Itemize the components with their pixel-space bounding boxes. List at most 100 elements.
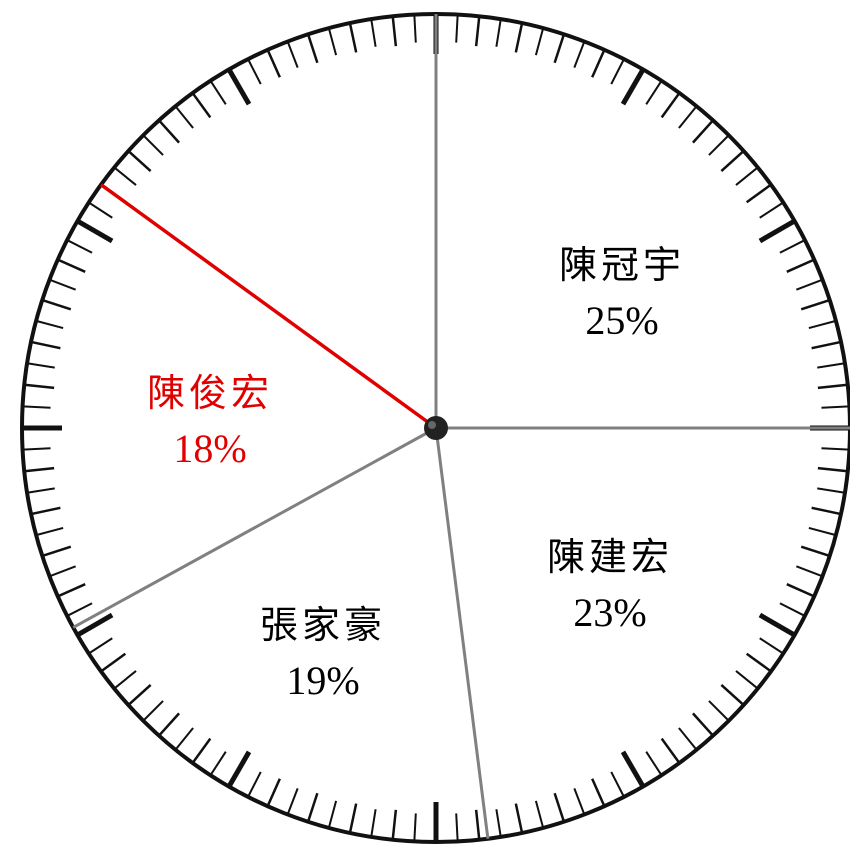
sub-tick bbox=[413, 14, 417, 43]
minute-tick bbox=[553, 792, 566, 823]
sub-tick bbox=[534, 800, 545, 829]
sub-tick bbox=[735, 166, 759, 186]
sub-tick bbox=[88, 201, 113, 219]
sub-tick bbox=[573, 41, 586, 68]
minute-tick bbox=[474, 16, 481, 47]
minute-tick bbox=[24, 383, 55, 390]
sub-tick bbox=[35, 526, 64, 537]
minute-tick bbox=[391, 16, 398, 47]
sub-tick bbox=[808, 526, 837, 537]
minute-tick bbox=[720, 150, 745, 172]
minute-tick bbox=[57, 583, 86, 598]
slice-dividers bbox=[72, 14, 850, 839]
minute-tick bbox=[158, 119, 180, 144]
slice-value-chen-junhong: 18% bbox=[173, 426, 246, 471]
hour-tick bbox=[226, 750, 252, 788]
hour-tick bbox=[226, 68, 252, 106]
sub-tick bbox=[678, 105, 698, 129]
minute-tick bbox=[57, 258, 86, 273]
minute-tick bbox=[811, 506, 842, 516]
sub-tick bbox=[808, 319, 837, 330]
minute-tick bbox=[786, 583, 815, 598]
hour-tick bbox=[758, 218, 796, 244]
sub-tick bbox=[174, 105, 194, 129]
sub-tick bbox=[645, 751, 663, 776]
sub-tick bbox=[779, 239, 806, 254]
hour-tick bbox=[620, 68, 646, 106]
sub-tick bbox=[209, 80, 227, 105]
minute-tick bbox=[266, 778, 281, 807]
hour-tick bbox=[620, 750, 646, 788]
sub-tick bbox=[209, 751, 227, 776]
minute-tick bbox=[191, 737, 212, 764]
sub-tick bbox=[247, 58, 262, 85]
sub-tick bbox=[779, 602, 806, 617]
minute-tick bbox=[514, 22, 524, 53]
slice-divider bbox=[434, 427, 490, 839]
sub-tick bbox=[573, 788, 586, 815]
minute-tick bbox=[591, 778, 606, 807]
sub-tick bbox=[22, 405, 51, 409]
sub-tick bbox=[66, 602, 93, 617]
sub-tick bbox=[759, 201, 784, 219]
slice-value-chen-jianhong: 23% bbox=[573, 590, 646, 635]
minute-tick bbox=[817, 466, 848, 473]
sub-tick bbox=[413, 813, 417, 842]
minute-tick bbox=[30, 506, 61, 516]
slice-value-zhang-jiahao: 19% bbox=[286, 658, 359, 703]
minute-tick bbox=[800, 298, 831, 311]
minute-tick bbox=[24, 466, 55, 473]
sub-tick bbox=[247, 771, 262, 798]
sub-tick bbox=[113, 670, 137, 690]
minute-tick bbox=[786, 258, 815, 273]
minute-tick bbox=[811, 340, 842, 350]
sub-tick bbox=[26, 362, 55, 369]
sub-tick bbox=[796, 278, 823, 291]
center-hub-highlight bbox=[428, 421, 436, 429]
hour-tick bbox=[76, 218, 114, 244]
minute-tick bbox=[41, 545, 72, 558]
sub-tick bbox=[26, 487, 55, 494]
highlight-divider bbox=[100, 183, 438, 430]
sub-tick bbox=[678, 727, 698, 751]
sub-tick bbox=[49, 565, 76, 578]
hour-tick bbox=[76, 612, 114, 638]
minute-tick bbox=[800, 545, 831, 558]
minute-tick bbox=[474, 809, 481, 840]
sub-tick bbox=[495, 809, 502, 838]
minute-tick bbox=[127, 150, 152, 172]
minute-tick bbox=[591, 49, 606, 78]
minute-tick bbox=[817, 383, 848, 390]
sub-tick bbox=[327, 800, 338, 829]
sub-tick bbox=[817, 362, 846, 369]
hour-tick bbox=[758, 612, 796, 638]
minute-tick bbox=[692, 119, 714, 144]
sub-tick bbox=[113, 166, 137, 186]
minute-tick bbox=[660, 737, 681, 764]
sub-tick bbox=[610, 771, 625, 798]
sub-tick bbox=[610, 58, 625, 85]
sub-tick bbox=[174, 727, 194, 751]
sub-tick bbox=[49, 278, 76, 291]
sub-tick bbox=[142, 134, 164, 156]
sub-tick bbox=[286, 41, 299, 68]
sub-tick bbox=[327, 27, 338, 56]
minute-tick bbox=[660, 92, 681, 119]
dial-ticks bbox=[22, 14, 850, 842]
sub-tick bbox=[455, 14, 459, 43]
slice-label-zhang-jiahao: 張家豪 bbox=[260, 603, 386, 647]
sub-tick bbox=[534, 27, 545, 56]
minute-tick bbox=[745, 183, 772, 204]
minute-tick bbox=[30, 340, 61, 350]
minute-tick bbox=[391, 809, 398, 840]
slice-label-chen-jianhong: 陳建宏 bbox=[547, 535, 673, 579]
sub-tick bbox=[455, 813, 459, 842]
slice-value-chen-guanyu: 25% bbox=[585, 298, 658, 343]
sub-tick bbox=[821, 405, 850, 409]
sub-tick bbox=[495, 18, 502, 47]
minute-tick bbox=[720, 684, 745, 706]
minute-tick bbox=[127, 684, 152, 706]
sub-tick bbox=[35, 319, 64, 330]
minute-tick bbox=[266, 49, 281, 78]
